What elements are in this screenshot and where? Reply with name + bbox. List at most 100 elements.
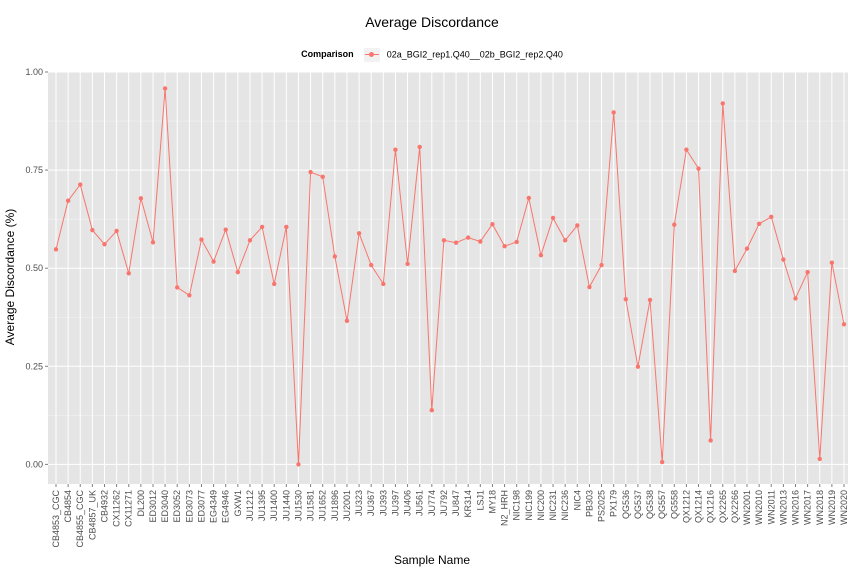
x-tick-label: QX1214 — [694, 490, 704, 523]
data-point — [175, 285, 180, 290]
x-tick-label: WN2016 — [791, 490, 801, 525]
x-tick-label: JU1400 — [269, 490, 279, 521]
data-point — [429, 408, 435, 413]
x-tick-label: QX2265 — [718, 490, 728, 523]
x-tick-label: JU1896 — [330, 490, 340, 521]
x-tick-label: JU1652 — [318, 490, 328, 521]
data-point — [65, 198, 71, 203]
data-point — [805, 269, 810, 275]
x-tick-label: JU393 — [378, 490, 388, 516]
data-point — [405, 261, 410, 267]
x-tick-label: ED3077 — [196, 490, 206, 523]
x-tick-label: QG558 — [669, 490, 679, 519]
data-point — [817, 456, 822, 462]
data-point — [623, 296, 628, 302]
y-tick-label: 0.50 — [25, 263, 43, 273]
series-line — [55, 88, 845, 465]
x-tick-label: QG538 — [645, 490, 655, 519]
x-tick-label: PB303 — [584, 490, 594, 517]
data-point — [538, 253, 544, 258]
data-point — [247, 238, 253, 243]
data-point — [647, 297, 653, 303]
data-point — [284, 224, 289, 230]
x-tick-label: WN2013 — [778, 490, 788, 525]
x-tick-label: WN2017 — [803, 490, 813, 525]
data-point — [211, 259, 216, 264]
x-tick-label: JU1581 — [306, 490, 316, 521]
legend-key — [364, 48, 381, 62]
x-tick-label: EG4349 — [209, 490, 219, 523]
x-tick-label: QX2266 — [730, 490, 740, 523]
data-point — [102, 242, 107, 247]
data-point — [696, 166, 701, 171]
x-tick-label: NIC4 — [572, 490, 582, 511]
legend-series-label: 02a_BGI2_rep1.Q40__02b_BGI2_rep2.Q40 — [386, 49, 563, 60]
data-point — [829, 260, 835, 265]
data-point — [756, 221, 762, 227]
data-point — [187, 293, 192, 298]
x-tick-label: JU1440 — [281, 490, 291, 521]
data-point — [502, 244, 507, 249]
x-tick-label: WN2010 — [754, 490, 764, 525]
data-point — [308, 169, 313, 175]
legend-title: Comparison — [301, 49, 354, 60]
x-tick-label: EG4946 — [221, 490, 231, 523]
x-tick-label: CB4857_UK — [87, 490, 97, 540]
data-point — [332, 254, 338, 259]
data-point — [490, 222, 495, 227]
x-tick-label: WN2018 — [815, 490, 825, 525]
x-tick-label: CB4855_CGC — [75, 490, 85, 548]
x-tick-label: WN2011 — [766, 490, 776, 524]
data-point — [514, 239, 519, 245]
x-tick-label: NIC199 — [524, 490, 534, 521]
y-tick-label: 1.00 — [25, 67, 43, 77]
x-tick-label: WN2019 — [827, 490, 837, 525]
x-tick-label: JU367 — [366, 490, 376, 516]
x-tick-label: CX11262 — [112, 490, 122, 527]
x-tick-label: JU561 — [415, 490, 425, 516]
data-point — [344, 318, 350, 323]
data-point — [635, 364, 641, 369]
chart-title: Average Discordance — [365, 14, 499, 30]
data-point — [126, 271, 131, 276]
x-tick-label: QX1216 — [706, 490, 716, 523]
x-tick-label: ED3012 — [148, 490, 158, 523]
x-axis-title: Sample Name — [393, 553, 471, 567]
x-tick-label: QG536 — [621, 490, 631, 519]
x-tick-label: ED3073 — [184, 490, 194, 523]
x-tick-label: NIC231 — [548, 490, 558, 521]
y-tick-label: 0.75 — [25, 165, 43, 175]
data-point — [453, 240, 459, 245]
data-point — [90, 227, 95, 233]
data-point — [441, 238, 447, 243]
data-point — [272, 281, 277, 287]
x-tick-label: PX179 — [609, 490, 619, 517]
x-tick-label: JU1530 — [293, 490, 303, 521]
data-point — [114, 228, 119, 234]
x-tick-label: DL200 — [136, 490, 146, 517]
data-point — [320, 174, 325, 179]
data-point — [465, 235, 471, 240]
x-tick-label: QX1212 — [681, 490, 691, 523]
y-tick-label: 0.25 — [25, 361, 43, 371]
x-tick-label: JU323 — [354, 490, 364, 516]
x-tick-label: NIC236 — [560, 490, 570, 521]
x-tick-label: MY18 — [487, 490, 497, 514]
data-point — [138, 196, 144, 201]
x-tick-label: CB4853_CGC — [51, 490, 61, 548]
x-tick-label: GXW1 — [233, 490, 243, 517]
data-point — [356, 231, 362, 236]
x-tick-label: WN2020 — [839, 490, 849, 525]
x-tick-label: JU2001 — [342, 490, 352, 521]
data-point — [235, 269, 241, 275]
data-point — [708, 438, 713, 443]
data-point — [223, 227, 228, 232]
data-point — [587, 284, 592, 290]
x-tick-label: KR314 — [463, 490, 473, 518]
x-tick-label: PS2025 — [597, 490, 607, 522]
data-point — [732, 268, 738, 274]
x-tick-label: NIC200 — [536, 490, 546, 521]
data-point — [417, 144, 422, 150]
data-point — [684, 147, 689, 152]
data-point — [478, 239, 483, 244]
